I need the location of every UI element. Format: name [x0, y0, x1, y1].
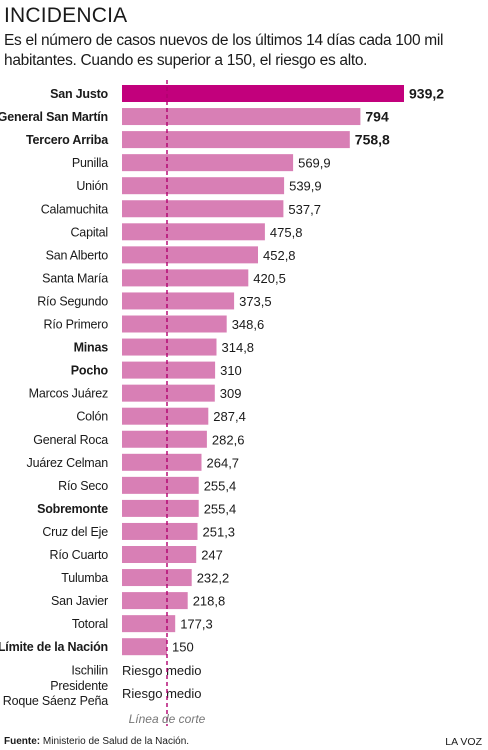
category-label-capital: Capital	[70, 225, 108, 239]
extra-row-label-ischilin: Ischilin	[71, 663, 108, 677]
category-label-general-roca: General Roca	[33, 433, 108, 447]
extra-row-text-2: Riesgo medio	[122, 686, 202, 701]
value-label-calamuchita: 537,7	[288, 202, 321, 217]
chart-subtitle: Es el número de casos nuevos de los últi…	[4, 32, 444, 69]
category-label-totoral: Totoral	[72, 617, 108, 631]
bar-union	[122, 177, 285, 195]
value-label-totoral: 177,3	[180, 617, 213, 632]
bar-capital	[122, 223, 265, 241]
value-label-general-san-martin: 794	[365, 109, 389, 125]
bar-minas	[122, 338, 217, 356]
bar-limite-de-la-nacion	[122, 638, 167, 656]
value-label-san-justo: 939,2	[409, 86, 444, 102]
bar-chart: San Justo 939,2 General San Martín 794 Terce…	[0, 80, 444, 726]
value-label-tulumba: 232,2	[197, 571, 230, 586]
value-label-capital: 475,8	[270, 225, 303, 240]
bar-santa-maria	[122, 269, 249, 287]
category-label-san-alberto: San Alberto	[46, 248, 109, 262]
category-label-san-justo: San Justo	[50, 87, 108, 101]
category-label-santa-maria: Santa María	[42, 271, 108, 285]
value-label-minas: 314,8	[222, 340, 255, 355]
bar-san-javier	[122, 592, 188, 610]
value-label-sobremonte: 255,4	[204, 501, 237, 516]
category-label-cruz-del-eje: Cruz del Eje	[42, 525, 108, 539]
value-label-general-roca: 282,6	[212, 432, 245, 447]
chart-title: INCIDENCIA	[4, 4, 128, 27]
bar-colon	[122, 407, 209, 425]
bar-calamuchita	[122, 200, 284, 218]
value-label-tercero-arriba: 758,8	[355, 132, 390, 148]
category-label-punilla: Punilla	[72, 156, 108, 170]
bar-rio-cuarto	[122, 546, 197, 563]
value-label-punilla: 569,9	[298, 156, 331, 171]
source-note: Fuente: Ministerio de Salud de la Nación…	[4, 736, 189, 747]
category-label-tercero-arriba: Tercero Arriba	[26, 133, 109, 147]
category-label-pocho: Pocho	[71, 364, 109, 378]
bar-sobremonte	[122, 499, 199, 517]
category-label-rio-seco: Río Seco	[58, 479, 108, 493]
bar-san-justo	[122, 85, 404, 102]
category-label-tulumba: Tulumba	[61, 571, 108, 585]
bar-general-roca	[122, 430, 207, 448]
publisher-credit: LA VOZ	[445, 736, 482, 748]
category-label-marcos-juarez: Marcos Juárez	[29, 387, 108, 401]
category-label-general-san-martin: General San Martín	[0, 110, 108, 124]
extra-row-text-1: Riesgo medio	[122, 663, 202, 678]
bar-general-san-martin	[122, 108, 361, 126]
extra-row-label-roque-saenz-pena: Roque Sáenz Peña	[3, 694, 108, 708]
value-label-union: 539,9	[289, 179, 322, 194]
bar-punilla	[122, 154, 294, 172]
value-label-colon: 287,4	[213, 409, 246, 424]
value-label-rio-primero: 348,6	[232, 317, 265, 332]
source-text: Ministerio de Salud de la Nación.	[42, 736, 190, 747]
value-label-marcos-juarez: 309	[220, 386, 242, 401]
bar-totoral	[122, 615, 176, 633]
category-label-juarez-celman: Juárez Celman	[27, 456, 109, 470]
bar-tercero-arriba	[122, 131, 350, 149]
extra-row-label-presidente: Presidente	[50, 679, 108, 693]
value-label-san-alberto: 452,8	[263, 248, 296, 263]
value-label-santa-maria: 420,5	[253, 271, 286, 286]
value-label-juarez-celman: 264,7	[207, 455, 240, 470]
category-label-rio-primero: Río Primero	[44, 318, 109, 332]
value-label-san-javier: 218,8	[193, 594, 226, 609]
value-label-cruz-del-eje: 251,3	[203, 524, 236, 539]
category-label-minas: Minas	[74, 341, 109, 355]
bar-rio-seco	[122, 476, 199, 494]
bar-juarez-celman	[122, 453, 202, 471]
bar-pocho	[122, 361, 216, 379]
value-label-rio-seco: 255,4	[204, 478, 237, 493]
value-label-rio-cuarto: 247	[201, 548, 223, 563]
value-label-rio-segundo: 373,5	[239, 294, 272, 309]
source-label: Fuente:	[4, 736, 41, 747]
category-label-colon: Colón	[76, 410, 108, 424]
category-label-rio-segundo: Río Segundo	[37, 294, 108, 308]
bar-rio-segundo	[122, 292, 235, 310]
bar-cruz-del-eje	[122, 522, 198, 540]
bar-marcos-juarez	[122, 384, 215, 402]
reference-line-label: Línea de corte	[129, 712, 206, 726]
bar-san-alberto	[122, 246, 258, 264]
category-label-sobremonte: Sobremonte	[37, 502, 108, 516]
bar-tulumba	[122, 569, 192, 587]
value-label-limite-de-la-nacion: 150	[172, 640, 194, 655]
category-label-union: Unión	[76, 179, 108, 193]
category-label-calamuchita: Calamuchita	[41, 202, 109, 216]
category-label-limite-de-la-nacion: Límite de la Nación	[0, 640, 108, 654]
category-label-san-javier: San Javier	[51, 594, 108, 608]
bar-rio-primero	[122, 315, 227, 333]
category-label-rio-cuarto: Río Cuarto	[50, 548, 109, 562]
value-label-pocho: 310	[220, 363, 242, 378]
